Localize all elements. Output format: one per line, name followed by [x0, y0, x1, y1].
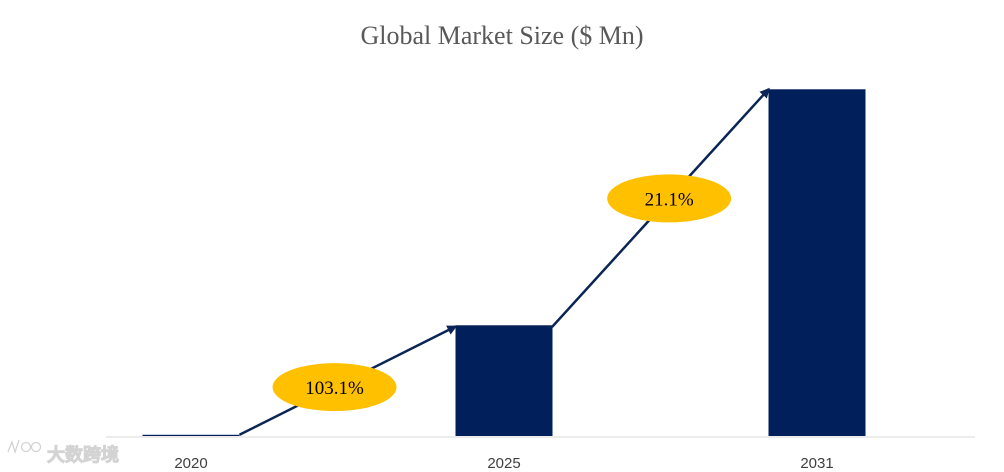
- cagr-annotations: 103.1% 21.1%: [272, 174, 732, 412]
- cagr-text-2020-2025: 103.1%: [305, 378, 364, 399]
- cagr-badge-2020-2025: [272, 363, 397, 412]
- bars: [142, 89, 866, 436]
- chart-title: Global Market Size ($ Mn): [360, 21, 643, 50]
- cagr-text-2025-2031: 21.1%: [645, 189, 694, 210]
- bar-2031: [768, 89, 866, 436]
- watermark-logo-icon: [7, 439, 42, 455]
- watermark-text: 大数跨境: [47, 444, 119, 466]
- cagr-label-2020-2025: 103.1%: [272, 363, 397, 412]
- x-axis-ticks: 2020 2025 2031: [174, 455, 833, 472]
- tick-label-2031: 2031: [800, 455, 833, 472]
- bar-2020: [142, 434, 240, 436]
- cagr-badge-2025-2031: [607, 174, 732, 223]
- cagr-label-2025-2031: 21.1%: [607, 174, 732, 223]
- watermark: 大数跨境: [7, 439, 119, 466]
- tick-label-2020: 2020: [174, 455, 207, 472]
- tick-label-2025: 2025: [487, 455, 520, 472]
- bar-2025: [455, 326, 553, 436]
